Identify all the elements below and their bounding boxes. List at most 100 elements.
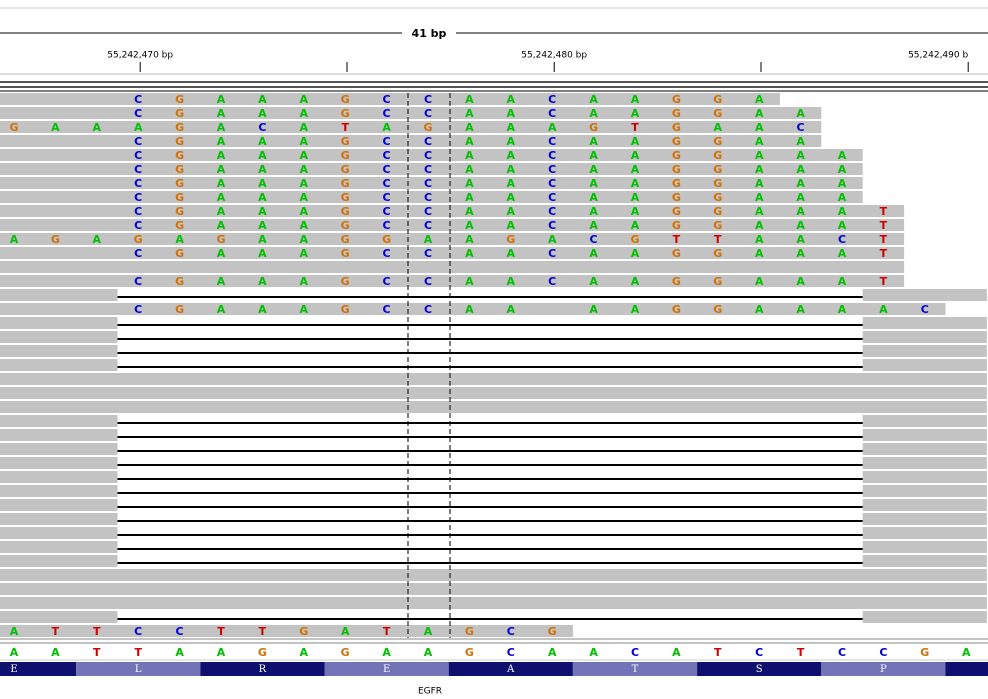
base: G xyxy=(175,149,184,162)
base: A xyxy=(465,107,474,120)
base: A xyxy=(465,191,474,204)
base: G xyxy=(175,107,184,120)
base: G xyxy=(713,107,722,120)
alignment-track: C G A A A G C C A A C A A G G AC G A A A G C C A A C A A G G A AG A A A G A C… xyxy=(0,93,987,638)
base: A xyxy=(838,275,847,288)
base: C xyxy=(548,191,556,204)
read xyxy=(0,275,905,287)
base: A xyxy=(507,247,516,260)
base: T xyxy=(673,233,681,246)
base: A xyxy=(589,191,598,204)
base: A xyxy=(796,107,805,120)
base: A xyxy=(300,233,309,246)
base: C xyxy=(134,107,142,120)
base: A xyxy=(300,149,309,162)
base: A xyxy=(589,107,598,120)
codon-block xyxy=(324,662,449,676)
read-gap xyxy=(117,526,863,540)
base: C xyxy=(134,625,142,638)
reference-base: A xyxy=(300,646,309,659)
base: A xyxy=(589,93,598,106)
base: G xyxy=(713,303,722,316)
read-gap xyxy=(117,484,863,498)
base: G xyxy=(341,247,350,260)
amino-acid: T xyxy=(632,664,639,675)
base: A xyxy=(507,107,516,120)
read-gap xyxy=(117,358,863,372)
reference-base: C xyxy=(838,646,846,659)
base: T xyxy=(880,219,888,232)
base: T xyxy=(880,233,888,246)
base: T xyxy=(880,275,888,288)
base: C xyxy=(424,177,432,190)
base: A xyxy=(258,275,267,288)
read xyxy=(0,625,573,637)
base: A xyxy=(838,205,847,218)
base: G xyxy=(672,191,681,204)
base: C xyxy=(548,247,556,260)
base: G xyxy=(713,93,722,106)
base: G xyxy=(672,303,681,316)
reference-base: A xyxy=(962,646,971,659)
base: C xyxy=(383,247,391,260)
base: T xyxy=(714,233,722,246)
base: T xyxy=(52,625,60,638)
base: A xyxy=(631,135,640,148)
read-gap xyxy=(117,442,863,456)
base: A xyxy=(258,191,267,204)
base: G xyxy=(175,303,184,316)
gene-name: EGFR xyxy=(418,687,442,697)
base: G xyxy=(465,625,474,638)
base: C xyxy=(797,121,805,134)
base: C xyxy=(424,219,432,232)
read xyxy=(0,233,905,245)
base: C xyxy=(383,163,391,176)
base: A xyxy=(341,625,350,638)
reference-base: A xyxy=(424,646,433,659)
base: G xyxy=(672,205,681,218)
base: G xyxy=(9,121,18,134)
base: A xyxy=(258,93,267,106)
base: A xyxy=(589,135,598,148)
base: A xyxy=(755,275,764,288)
base: T xyxy=(880,205,888,218)
base: C xyxy=(134,135,142,148)
base: A xyxy=(465,205,474,218)
base: A xyxy=(589,247,598,260)
base: A xyxy=(258,247,267,260)
base: A xyxy=(838,219,847,232)
base: C xyxy=(548,275,556,288)
read xyxy=(0,373,987,385)
base: G xyxy=(51,233,60,246)
base: G xyxy=(713,163,722,176)
base: A xyxy=(217,93,226,106)
base: A xyxy=(175,233,184,246)
base: A xyxy=(465,247,474,260)
base: A xyxy=(755,121,764,134)
read xyxy=(0,107,822,119)
read xyxy=(0,401,987,413)
base: A xyxy=(589,177,598,190)
base: A xyxy=(796,219,805,232)
amino-acid: L xyxy=(135,664,142,675)
base: A xyxy=(217,275,226,288)
read-gap xyxy=(117,428,863,442)
reference-base: G xyxy=(465,646,474,659)
base: A xyxy=(258,177,267,190)
base: A xyxy=(631,149,640,162)
base: A xyxy=(838,149,847,162)
reference-base: A xyxy=(382,646,391,659)
base: T xyxy=(383,625,391,638)
base: T xyxy=(880,247,888,260)
base: G xyxy=(713,149,722,162)
base: A xyxy=(589,219,598,232)
base: G xyxy=(713,275,722,288)
base: A xyxy=(507,205,516,218)
base: C xyxy=(424,303,432,316)
base: A xyxy=(258,303,267,316)
base: C xyxy=(424,247,432,260)
base: A xyxy=(507,93,516,106)
reference-base: C xyxy=(507,646,515,659)
base: A xyxy=(217,177,226,190)
base: A xyxy=(217,247,226,260)
